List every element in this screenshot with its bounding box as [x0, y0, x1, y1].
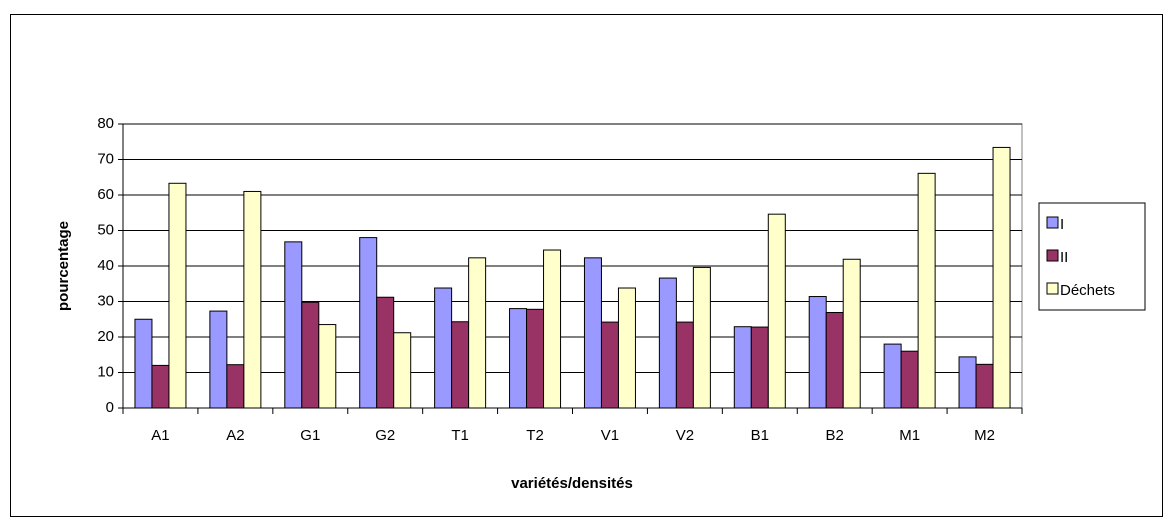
bar — [543, 249, 562, 409]
y-tick-label: 20 — [97, 328, 114, 345]
x-tick-label: T2 — [526, 427, 544, 444]
y-tick-label: 80 — [97, 115, 114, 132]
legend-swatch — [1046, 282, 1059, 295]
bar — [134, 318, 153, 409]
bar — [917, 172, 936, 409]
bar — [301, 301, 320, 409]
bar — [526, 308, 545, 409]
x-tick-label: G1 — [300, 427, 320, 444]
bar — [617, 287, 636, 409]
bar — [509, 308, 528, 409]
bar — [583, 257, 602, 409]
bar — [284, 241, 303, 409]
legend-swatch — [1046, 216, 1059, 229]
bar — [451, 321, 470, 409]
x-tick-label: G2 — [375, 427, 395, 444]
x-axis-title: variétés/densités — [511, 475, 633, 492]
bar — [243, 190, 262, 409]
bar — [808, 296, 827, 409]
bar — [168, 182, 187, 409]
bar — [658, 277, 677, 409]
bar — [750, 326, 769, 409]
bar — [900, 350, 919, 409]
bar — [434, 287, 453, 409]
legend-swatch — [1046, 249, 1059, 262]
x-tick-label: M1 — [899, 427, 920, 444]
y-tick-label: 10 — [97, 363, 114, 380]
bar — [733, 326, 752, 409]
bar — [226, 364, 245, 409]
bar — [825, 312, 844, 409]
y-tick-label: 0 — [106, 399, 114, 416]
bar — [767, 213, 786, 409]
x-tick-label: M2 — [974, 427, 995, 444]
x-tick-label: T1 — [451, 427, 469, 444]
bar — [318, 324, 337, 409]
bar — [975, 363, 994, 409]
bar — [151, 364, 170, 409]
x-tick-label: V1 — [601, 427, 619, 444]
y-tick-label: 50 — [97, 221, 114, 238]
bar — [992, 146, 1011, 409]
legend-label: II — [1060, 249, 1068, 266]
legend-label: I — [1060, 216, 1064, 233]
x-tick-label: B1 — [751, 427, 769, 444]
y-tick-label: 40 — [97, 257, 114, 274]
bar — [675, 321, 694, 409]
bar — [393, 332, 412, 409]
y-tick-label: 60 — [97, 186, 114, 203]
y-axis-title: pourcentage — [55, 221, 72, 311]
y-tick-label: 30 — [97, 292, 114, 309]
legend-label: Déchets — [1060, 282, 1115, 299]
bar — [842, 258, 861, 409]
x-tick-label: A2 — [226, 427, 244, 444]
x-tick-label: V2 — [676, 427, 694, 444]
bar — [209, 310, 228, 409]
x-tick-label: A1 — [151, 427, 169, 444]
bar — [376, 296, 395, 409]
bar — [468, 257, 487, 409]
y-tick-label: 70 — [97, 150, 114, 167]
bar — [692, 266, 711, 409]
bar — [359, 237, 378, 409]
bar — [600, 321, 619, 409]
bar — [883, 343, 902, 409]
bar — [958, 356, 977, 409]
x-tick-label: B2 — [826, 427, 844, 444]
